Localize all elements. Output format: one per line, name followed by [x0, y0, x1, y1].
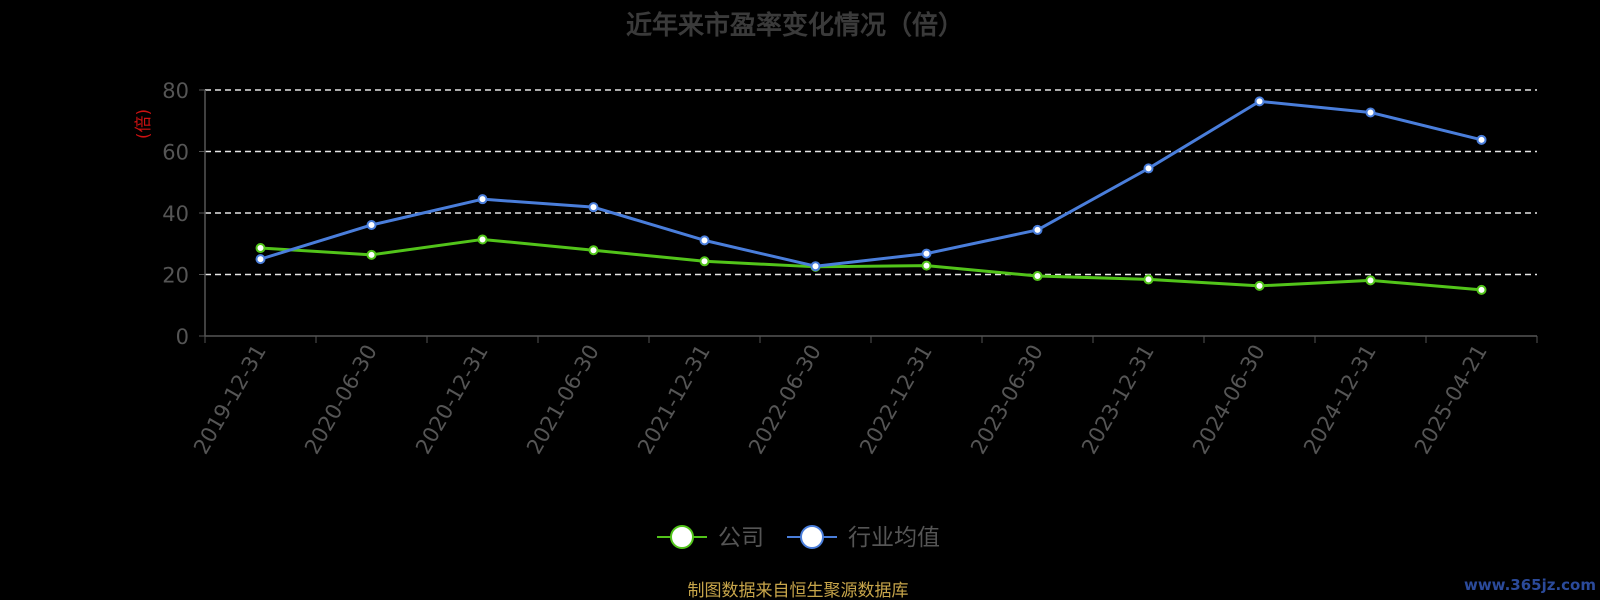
x-tick-label-11: 2025-04-21	[1410, 341, 1492, 459]
x-tick-label-5: 2022-06-30	[744, 341, 826, 459]
legend-marker-industry	[800, 525, 824, 549]
data-point-s0-6	[921, 260, 932, 271]
data-point-s1-6	[921, 248, 932, 259]
data-point-s1-5	[810, 261, 821, 272]
x-tick-labels: 2019-12-31 2020-06-30 2020-12-31 2021-06-30…	[189, 341, 1492, 459]
data-point-s0-4	[699, 256, 710, 267]
y-tick-label-20: 20	[162, 264, 189, 288]
x-tick-label-8: 2023-12-31	[1077, 341, 1159, 459]
watermark: www.365jz.com	[1464, 576, 1596, 594]
data-point-s1-2	[477, 194, 488, 205]
series-line-1	[260, 99, 1482, 268]
y-tick-label-40: 40	[162, 202, 189, 226]
legend-label-company: 公司	[718, 525, 764, 551]
data-point-s1-11	[1476, 134, 1487, 145]
legend-marker-company	[670, 525, 694, 549]
y-tick-labels: 0 20 40 60 80	[162, 79, 189, 349]
source-note: 制图数据来自恒生聚源数据库	[688, 581, 909, 600]
x-tick-label-1: 2020-06-30	[300, 341, 382, 459]
legend-item-industry[interactable]: 行业均值	[787, 525, 940, 551]
x-tick-label-0: 2019-12-31	[189, 341, 271, 459]
series-layer	[255, 96, 1487, 295]
data-point-s0-0	[255, 243, 266, 254]
data-point-s0-11	[1476, 284, 1487, 295]
x-tick-label-10: 2024-12-31	[1299, 341, 1381, 459]
data-point-s1-3	[588, 202, 599, 213]
x-tick-label-4: 2021-12-31	[633, 341, 715, 459]
y-tick-label-60: 60	[162, 141, 189, 165]
series-line-0	[260, 237, 1482, 292]
data-point-s1-0	[255, 254, 266, 265]
grid-lines	[205, 89, 1537, 276]
data-point-s0-10	[1365, 275, 1376, 286]
data-point-s1-8	[1143, 163, 1154, 174]
legend[interactable]: 公司 行业均值	[657, 525, 940, 551]
data-point-s0-8	[1143, 274, 1154, 285]
data-point-s0-2	[477, 234, 488, 245]
y-tick-label-0: 0	[176, 325, 189, 349]
data-point-s1-4	[699, 235, 710, 246]
x-tick-label-2: 2020-12-31	[411, 341, 493, 459]
chart-title: 近年来市盈率变化情况（倍）	[626, 10, 964, 41]
x-tick-label-7: 2023-06-30	[966, 341, 1048, 459]
y-tick-label-80: 80	[162, 79, 189, 103]
y-axis-label: (倍)	[134, 109, 154, 139]
legend-label-industry: 行业均值	[848, 525, 940, 551]
x-tick-label-9: 2024-06-30	[1188, 341, 1270, 459]
x-tick-label-3: 2021-06-30	[522, 341, 604, 459]
x-tick-label-6: 2022-12-31	[855, 341, 937, 459]
data-point-s0-9	[1254, 280, 1265, 291]
data-point-s0-3	[588, 245, 599, 256]
data-point-s1-7	[1032, 224, 1043, 235]
axes	[199, 89, 1538, 343]
legend-item-company[interactable]: 公司	[657, 525, 764, 551]
data-point-s1-9	[1254, 96, 1265, 107]
data-point-s1-10	[1365, 107, 1376, 118]
data-point-s0-7	[1032, 271, 1043, 282]
data-point-s0-1	[366, 249, 377, 260]
data-point-s1-1	[366, 219, 377, 230]
